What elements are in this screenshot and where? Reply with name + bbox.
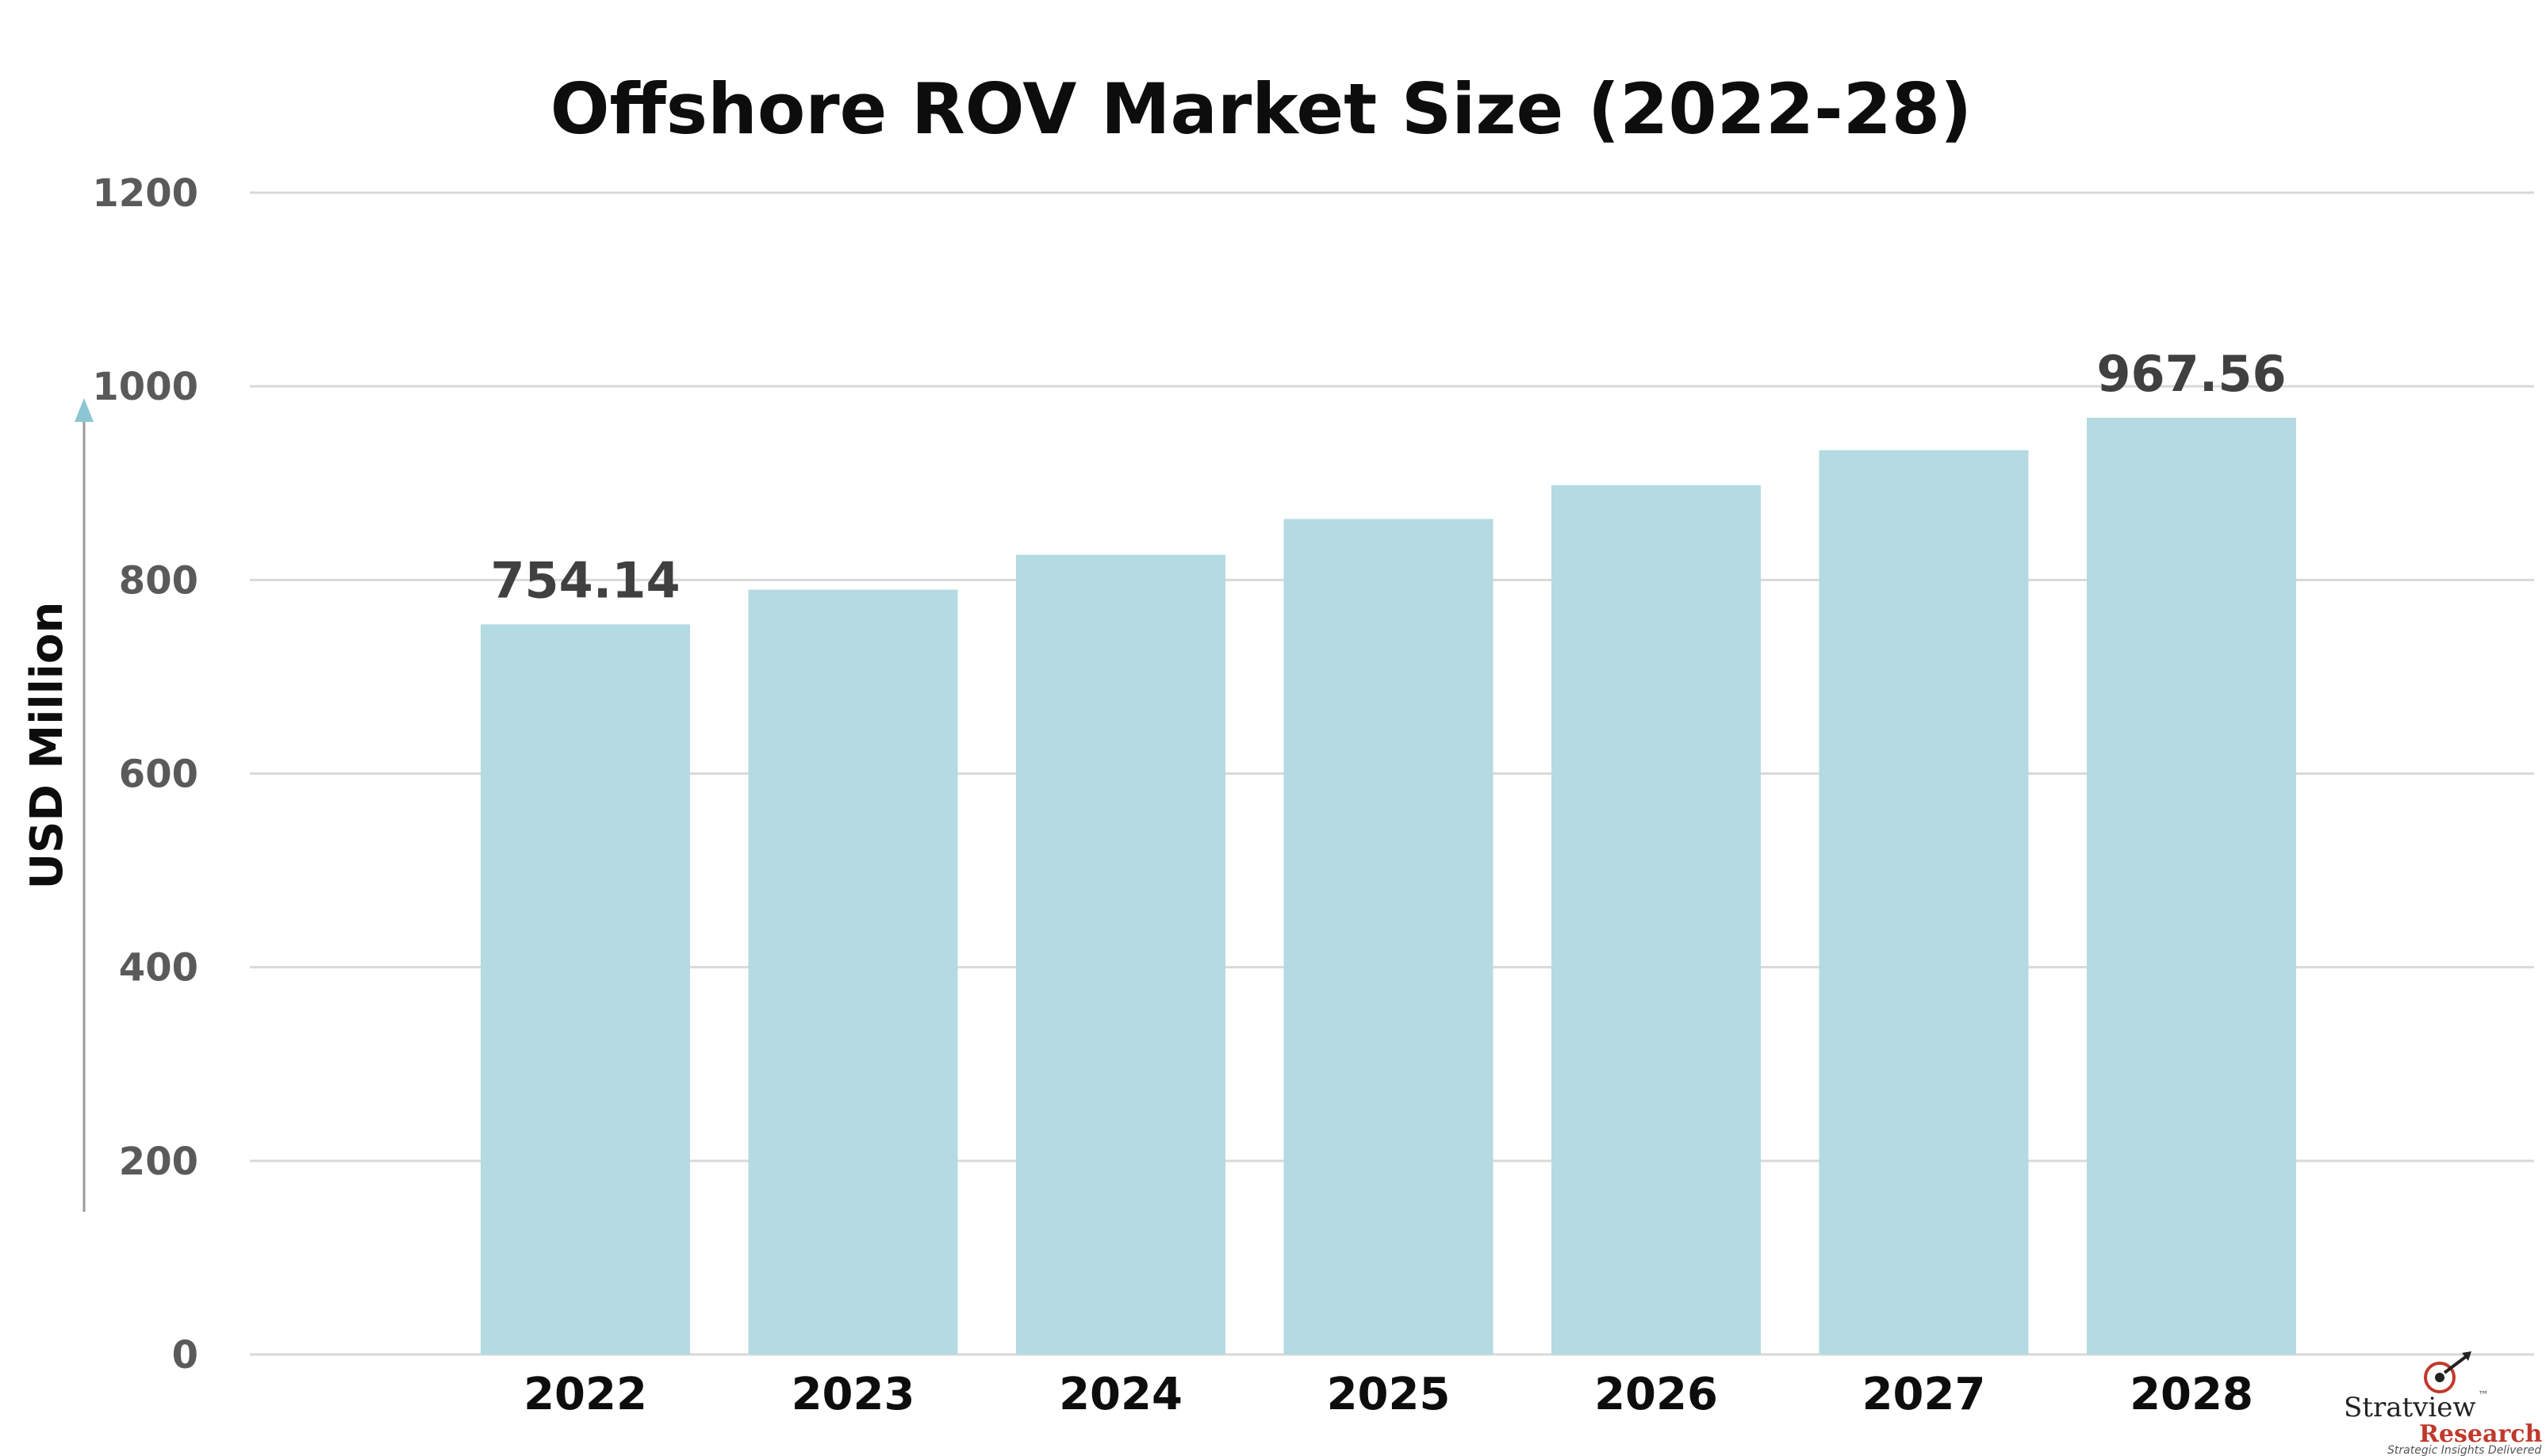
bar-2022 <box>481 624 690 1354</box>
bar-2025 <box>1283 519 1493 1354</box>
x-tick-label: 2028 <box>2130 1369 2253 1420</box>
y-tick-label: 600 <box>119 753 198 797</box>
brand-mark-icon <box>2424 1351 2471 1393</box>
x-tick-label: 2023 <box>792 1369 915 1420</box>
bar-2027 <box>1819 450 2029 1354</box>
bar-2023 <box>748 589 958 1354</box>
y-tick-label: 200 <box>119 1140 198 1184</box>
x-tick-labels: 2022 2023 2024 2025 2026 2027 2028 <box>523 1369 2253 1420</box>
y-tick-label: 400 <box>119 946 198 990</box>
x-tick-label: 2026 <box>1594 1369 1718 1420</box>
bars <box>481 417 2296 1354</box>
brand-name: Stratview <box>2344 1392 2475 1423</box>
y-tick-label: 0 <box>172 1333 198 1377</box>
brand-sub: Research <box>2419 1420 2543 1448</box>
brand-tagline: Strategic Insights Delivered <box>2387 1444 2541 1456</box>
brand-trademark: ™ <box>2478 1389 2489 1402</box>
bar-2026 <box>1551 485 1761 1354</box>
y-axis-arrow <box>75 398 94 1212</box>
x-tick-label: 2022 <box>523 1369 647 1420</box>
bar-2028 <box>2087 417 2296 1354</box>
data-label-2028: 967.56 <box>2096 345 2286 403</box>
x-tick-label: 2025 <box>1327 1369 1451 1420</box>
data-label-2022: 754.14 <box>490 551 680 609</box>
brand-logo: Stratview ™ Research Strategic Insights … <box>2344 1351 2543 1456</box>
bar-2024 <box>1016 554 1225 1354</box>
y-tick-label: 1200 <box>92 171 198 216</box>
y-tick-label: 800 <box>119 558 198 603</box>
data-labels: 754.14 967.56 <box>490 345 2286 610</box>
chart-title: Offshore ROV Market Size (2022-28) <box>550 68 1973 150</box>
x-tick-label: 2027 <box>1862 1369 1986 1420</box>
y-axis-arrow-head <box>75 398 94 422</box>
x-tick-label: 2024 <box>1059 1369 1183 1420</box>
y-tick-labels: 0 200 400 600 800 1000 1200 <box>92 171 198 1377</box>
y-tick-label: 1000 <box>92 365 198 409</box>
y-axis-label: USD Million <box>21 602 73 890</box>
